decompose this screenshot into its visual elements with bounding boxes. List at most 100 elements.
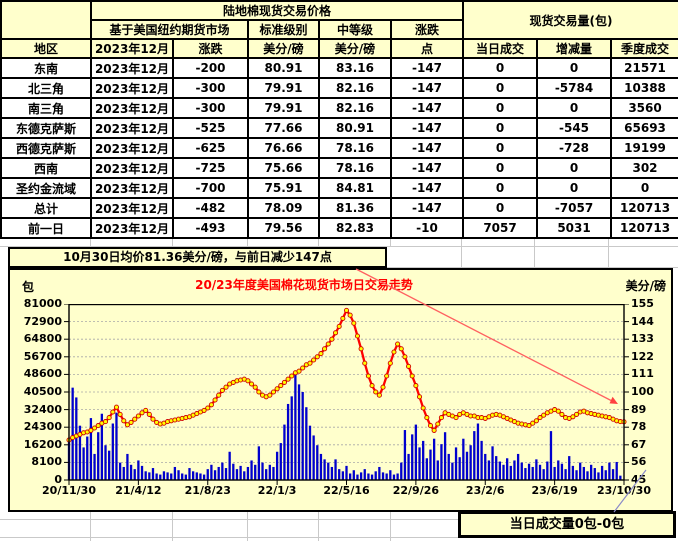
header-delta[interactable]: 增减量 — [536, 38, 613, 59]
cell-std[interactable]: 78.09 — [247, 197, 320, 219]
cell-region[interactable]: 北三角 — [0, 77, 92, 99]
cell-month[interactable]: 2023年12月 — [90, 177, 174, 199]
cell-delta[interactable]: 0 — [536, 57, 613, 79]
cell-region[interactable]: 圣约金流域 — [0, 177, 92, 199]
cell-std[interactable]: 75.91 — [247, 177, 320, 199]
cell-quarter[interactable]: 3560 — [610, 97, 678, 119]
cell-mid[interactable]: 84.81 — [318, 177, 392, 199]
cell-mid[interactable]: 78.16 — [318, 157, 392, 179]
cell-change[interactable]: -482 — [172, 197, 249, 219]
cell-daily[interactable]: 0 — [462, 137, 539, 159]
header-middling-grade[interactable]: 中等级 — [318, 19, 392, 40]
cell-month[interactable]: 2023年12月 — [90, 217, 174, 239]
cell-change[interactable]: -300 — [172, 77, 249, 99]
header-unit-mid[interactable]: 美分/磅 — [318, 38, 392, 59]
cell-pts[interactable]: -147 — [389, 77, 465, 99]
average-price-note-cell[interactable]: 10月30日均价81.36美分/磅，与前日减少147点 — [8, 247, 387, 268]
cell-mid[interactable]: 82.83 — [318, 217, 392, 239]
cell-pts[interactable]: -147 — [389, 197, 465, 219]
cell-mid[interactable]: 80.91 — [318, 117, 392, 139]
cell-region[interactable]: 总计 — [0, 197, 92, 219]
cell-delta[interactable]: -728 — [536, 137, 613, 159]
cell-std[interactable]: 80.91 — [247, 57, 320, 79]
cell-std[interactable]: 76.66 — [247, 137, 320, 159]
cell-quarter[interactable]: 65693 — [610, 117, 678, 139]
cell-month[interactable]: 2023年12月 — [90, 97, 174, 119]
cell-delta[interactable]: 0 — [536, 177, 613, 199]
header-change2[interactable]: 涨跌 — [172, 38, 249, 59]
header-futures[interactable]: 基于美国纽约期货市场 — [90, 19, 249, 40]
cell-daily[interactable]: 0 — [462, 57, 539, 79]
header-change[interactable]: 涨跌 — [389, 19, 465, 40]
cell-mid[interactable]: 78.16 — [318, 137, 392, 159]
cell-mid[interactable]: 83.16 — [318, 57, 392, 79]
corner-cell[interactable] — [0, 0, 92, 40]
header-month[interactable]: 2023年12月 — [90, 38, 174, 59]
cell-delta[interactable]: -545 — [536, 117, 613, 139]
cell-quarter[interactable]: 0 — [610, 177, 678, 199]
cell-std[interactable]: 75.66 — [247, 157, 320, 179]
cell-mid[interactable]: 81.36 — [318, 197, 392, 219]
cell-change[interactable]: -525 — [172, 117, 249, 139]
cell-change[interactable]: -200 — [172, 57, 249, 79]
cell-change[interactable]: -625 — [172, 137, 249, 159]
cell-mid[interactable]: 82.16 — [318, 97, 392, 119]
cell-pts[interactable]: -147 — [389, 137, 465, 159]
cell-pts[interactable]: -147 — [389, 177, 465, 199]
cell-daily[interactable]: 7057 — [462, 217, 539, 239]
cell-quarter[interactable]: 302 — [610, 157, 678, 179]
cell-change[interactable]: -300 — [172, 97, 249, 119]
cell-daily[interactable]: 0 — [462, 97, 539, 119]
header-standard-grade[interactable]: 标准级别 — [247, 19, 320, 40]
cell-region[interactable]: 东南 — [0, 57, 92, 79]
cell-delta[interactable]: 0 — [536, 157, 613, 179]
header-quarter[interactable]: 季度成交 — [610, 38, 678, 59]
cell-month[interactable]: 2023年12月 — [90, 137, 174, 159]
cell-quarter[interactable]: 19199 — [610, 137, 678, 159]
header-points[interactable]: 点 — [389, 38, 465, 59]
cell-change[interactable]: -700 — [172, 177, 249, 199]
cell-month[interactable]: 2023年12月 — [90, 197, 174, 219]
cell-quarter[interactable]: 120713 — [610, 217, 678, 239]
cell-daily[interactable]: 0 — [462, 197, 539, 219]
header-region[interactable]: 地区 — [0, 38, 92, 59]
cell-pts[interactable]: -147 — [389, 57, 465, 79]
cell-pts[interactable]: -147 — [389, 117, 465, 139]
cell-delta[interactable]: -7057 — [536, 197, 613, 219]
cell-month[interactable]: 2023年12月 — [90, 117, 174, 139]
cell-change[interactable]: -725 — [172, 157, 249, 179]
daily-volume-callout-cell[interactable]: 当日成交量0包-0包 — [458, 511, 676, 538]
cell-region[interactable]: 西德克萨斯 — [0, 137, 92, 159]
cell-month[interactable]: 2023年12月 — [90, 57, 174, 79]
cell-pts[interactable]: -147 — [389, 157, 465, 179]
cell-pts[interactable]: -10 — [389, 217, 465, 239]
cell-quarter[interactable]: 120713 — [610, 197, 678, 219]
cell-std[interactable]: 79.91 — [247, 77, 320, 99]
cell-quarter[interactable]: 21571 — [610, 57, 678, 79]
cell-daily[interactable]: 0 — [462, 157, 539, 179]
cell-region[interactable]: 南三角 — [0, 97, 92, 119]
cell-daily[interactable]: 0 — [462, 77, 539, 99]
cell-delta[interactable]: 5031 — [536, 217, 613, 239]
header-daily[interactable]: 当日成交 — [462, 38, 539, 59]
cell-region[interactable]: 前一日 — [0, 217, 92, 239]
cell-change[interactable]: -493 — [172, 217, 249, 239]
cell-std[interactable]: 77.66 — [247, 117, 320, 139]
header-unit-std[interactable]: 美分/磅 — [247, 38, 320, 59]
cell-std[interactable]: 79.56 — [247, 217, 320, 239]
cell-delta[interactable]: -5784 — [536, 77, 613, 99]
cell-delta[interactable]: 0 — [536, 97, 613, 119]
plot-area — [64, 304, 629, 485]
table-title[interactable]: 陆地棉现货交易价格 — [89, 0, 465, 21]
cell-month[interactable]: 2023年12月 — [90, 157, 174, 179]
cell-region[interactable]: 东德克萨斯 — [0, 117, 92, 139]
cell-daily[interactable]: 0 — [462, 177, 539, 199]
volume-group-header[interactable]: 现货交易量(包) — [462, 0, 678, 40]
cell-std[interactable]: 79.91 — [247, 97, 320, 119]
cell-quarter[interactable]: 10388 — [610, 77, 678, 99]
cell-region[interactable]: 西南 — [0, 157, 92, 179]
cell-daily[interactable]: 0 — [462, 117, 539, 139]
cell-pts[interactable]: -147 — [389, 97, 465, 119]
cell-month[interactable]: 2023年12月 — [90, 77, 174, 99]
cell-mid[interactable]: 82.16 — [318, 77, 392, 99]
